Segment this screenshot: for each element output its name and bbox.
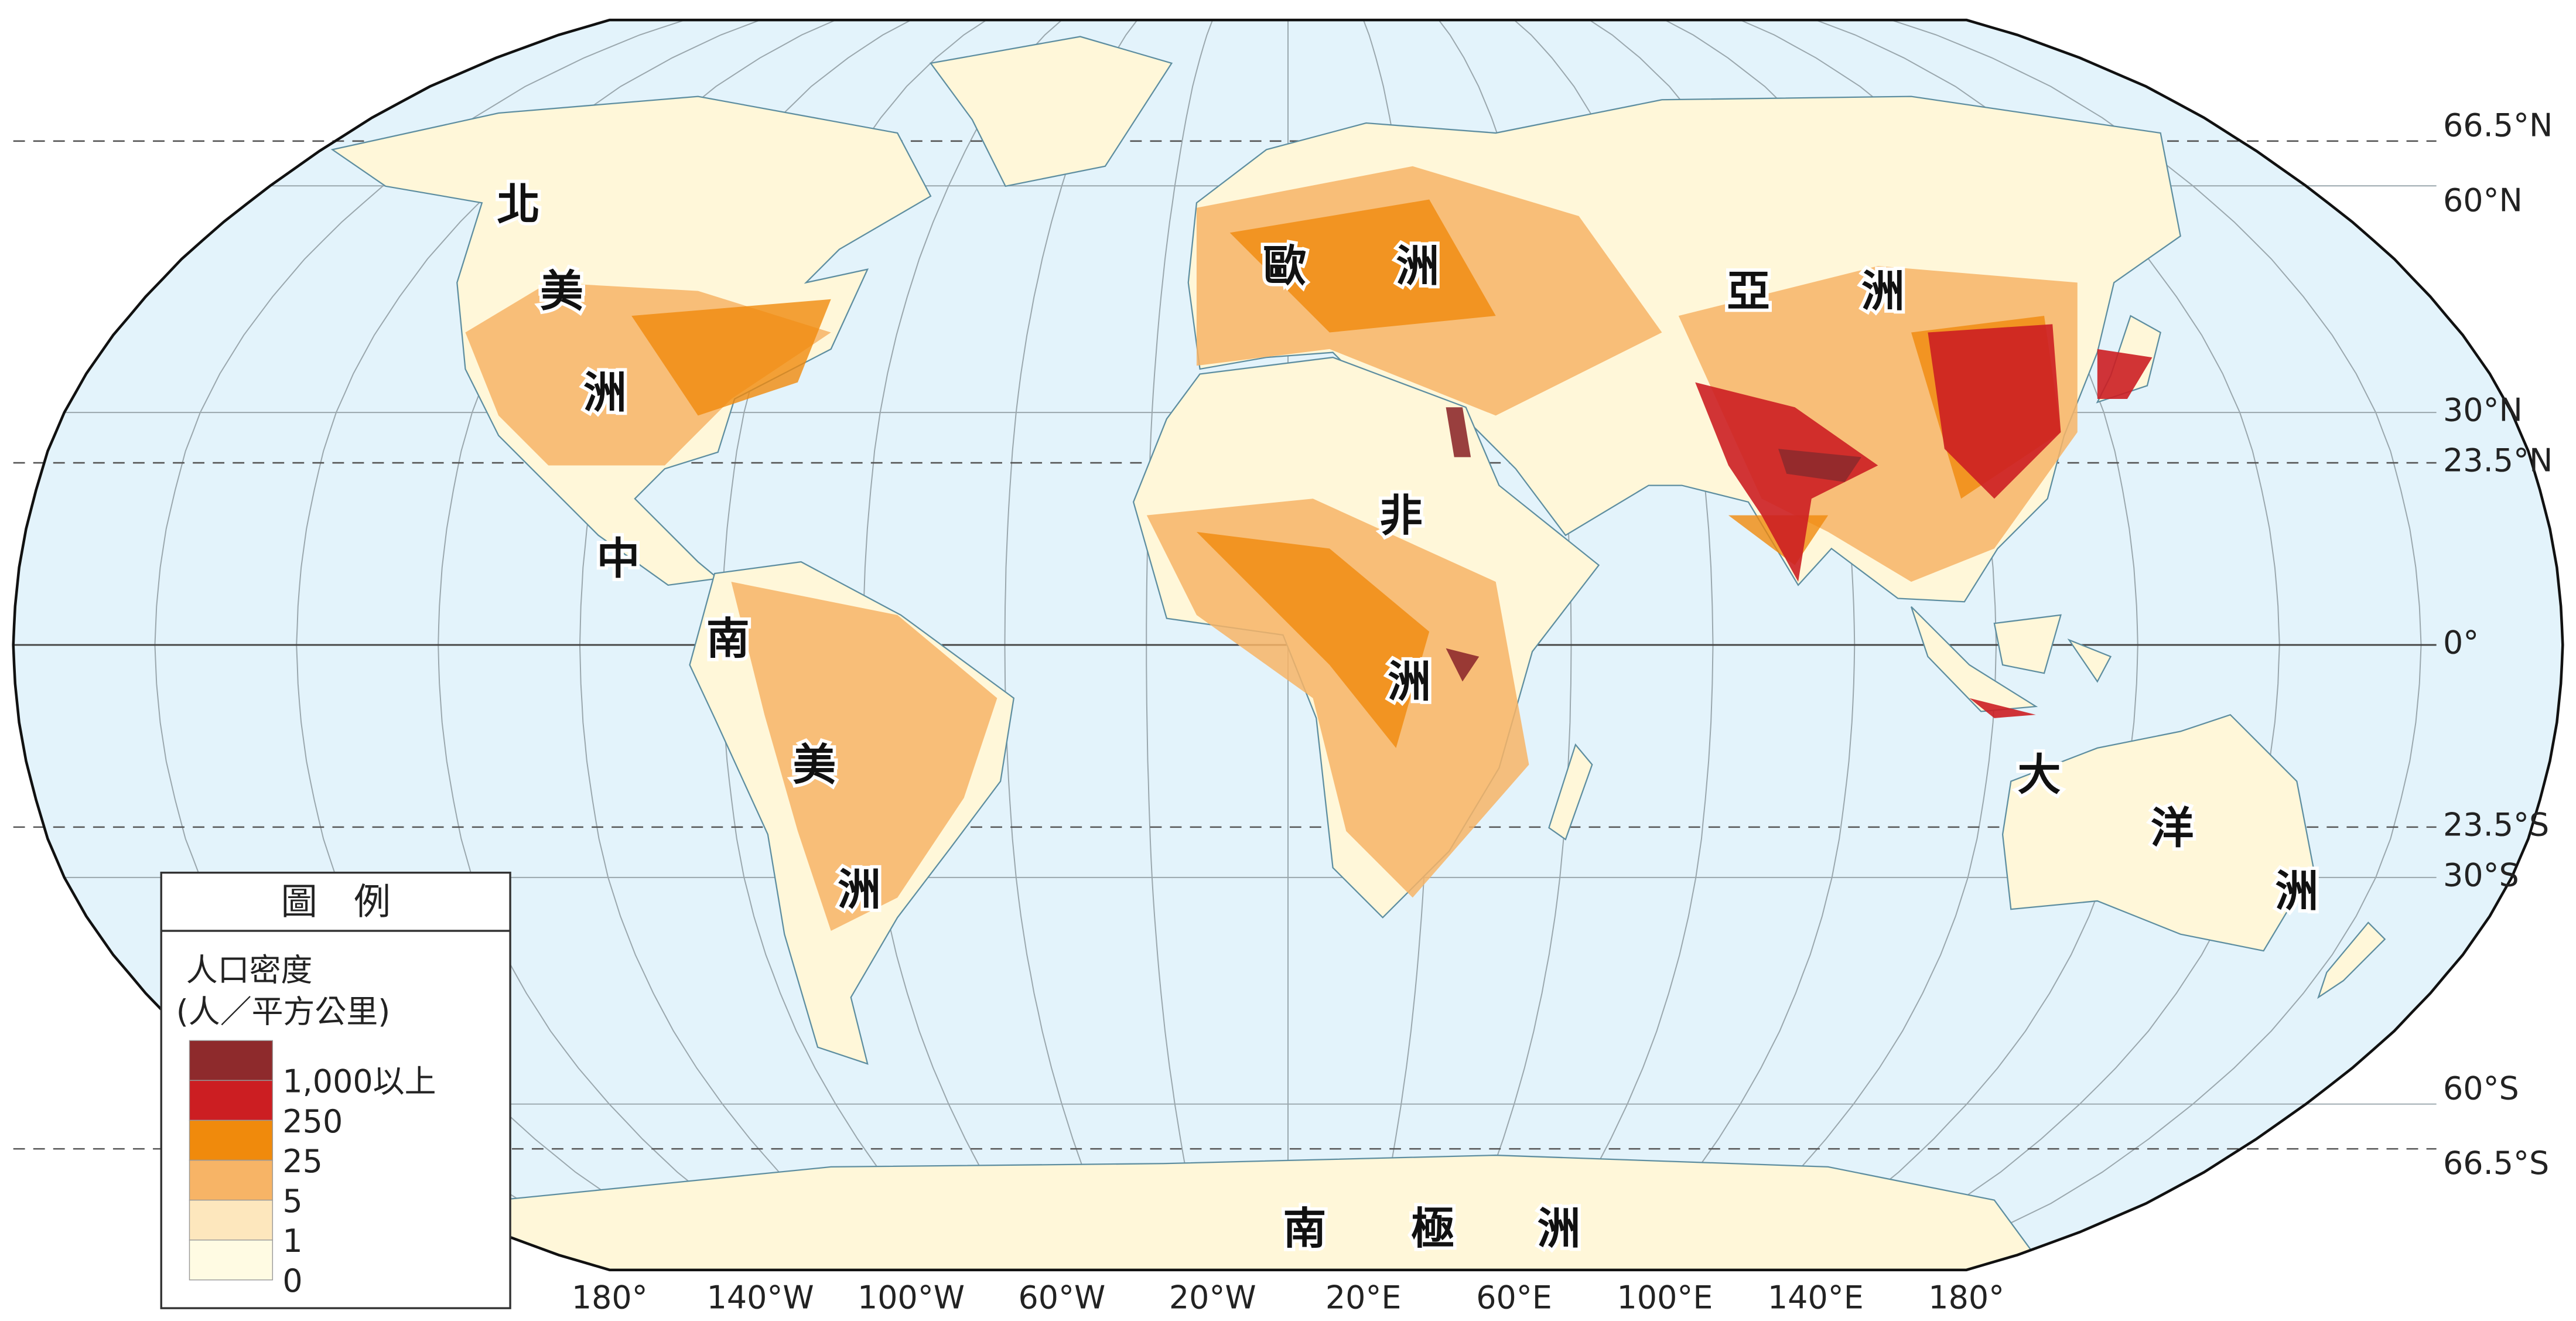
australia: [2001, 714, 2314, 952]
longitude-label: 180°: [1928, 1279, 2004, 1316]
continent-label: 亞: [1727, 267, 1770, 316]
continent-label: 洲: [1396, 242, 1439, 292]
labels: 66.5°N 60°N 30°N 23.5°N 0° 23.5°S 30°S 60°S 66.5…: [494, 107, 2553, 1316]
density-area: [1695, 324, 2153, 718]
continent-label: 洲: [2275, 867, 2318, 917]
longitude-label: 20°W: [1169, 1279, 1256, 1316]
continent-label: 非: [1379, 491, 1423, 541]
new-zealand: [2317, 921, 2386, 999]
legend-label: 250: [282, 1103, 343, 1140]
longitude-label: 180°: [572, 1279, 648, 1316]
latitude-label: 30°N: [2443, 392, 2523, 429]
latitude-label: 60°S: [2443, 1070, 2519, 1107]
density-area: [631, 199, 2061, 748]
latitude-label: 60°N: [2443, 182, 2523, 219]
longitude-label: 100°W: [857, 1279, 965, 1316]
legend-unit: (人／平方公里): [176, 994, 391, 1030]
continent-label: 大: [2018, 750, 2061, 800]
legend-title: 圖 例: [281, 880, 391, 923]
latitude-label: 23.5°N: [2443, 442, 2553, 479]
latitude-label: 66.5°S: [2443, 1145, 2549, 1182]
latitude-label: 30°S: [2443, 856, 2519, 893]
continent-label: 極: [1411, 1204, 1454, 1254]
legend-swatch: [189, 1119, 274, 1161]
longitude-label: 140°W: [707, 1279, 814, 1316]
continent-label: 洲: [1861, 267, 1905, 316]
continent-label: 洲: [1538, 1204, 1581, 1254]
longitude-label: 60°E: [1476, 1279, 1552, 1316]
legend-label: 1: [282, 1223, 302, 1259]
legend-swatch: [189, 1240, 274, 1281]
latitude-label: 23.5°S: [2443, 806, 2549, 843]
continent-label: 洲: [1388, 657, 1431, 707]
legend-swatch: [189, 1159, 274, 1201]
longitude-label: 100°E: [1617, 1279, 1713, 1316]
continent-label: 美: [540, 267, 583, 316]
land-layer: [330, 36, 2386, 1270]
legend-swatch: [189, 1040, 274, 1081]
antarctica: [498, 1154, 2079, 1270]
continent-label: 北: [497, 180, 540, 230]
legend-label: 1,000以上: [282, 1063, 436, 1100]
longitude-label: 20°E: [1325, 1279, 1402, 1316]
legend-swatch: [189, 1199, 274, 1241]
map-outline: [12, 18, 2564, 1272]
continent-label: 洲: [838, 865, 881, 915]
latitude-label: 0°: [2443, 624, 2479, 661]
longitude-label: 140°E: [1768, 1279, 1864, 1316]
continent-label: 洲: [583, 368, 627, 418]
greenland: [929, 36, 1173, 187]
legend-label: 0: [282, 1262, 302, 1299]
continent-label: 南: [1283, 1204, 1326, 1254]
latitude-label: 66.5°N: [2443, 107, 2553, 144]
legend-swatch: [189, 1080, 274, 1121]
continent-label: 洋: [2151, 804, 2194, 854]
continent-label: 歐: [1263, 242, 1306, 292]
legend-heading: 人口密度: [186, 952, 313, 989]
continent-label: 南: [706, 614, 750, 664]
longitude-label: 60°W: [1018, 1279, 1105, 1316]
continent-label: 美: [792, 740, 836, 790]
madagascar: [1548, 743, 1593, 841]
legend-label: 5: [282, 1183, 302, 1220]
continent-label: 中: [597, 534, 640, 584]
legend-label: 25: [282, 1143, 323, 1180]
